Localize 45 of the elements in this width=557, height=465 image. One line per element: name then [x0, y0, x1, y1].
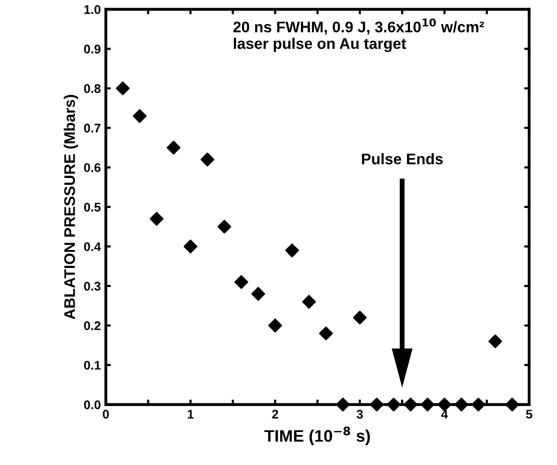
point: [386, 398, 401, 412]
point: [116, 81, 130, 96]
point: [268, 318, 282, 332]
y-tick-label: 0.5: [84, 202, 101, 212]
y-tick-label: 0.8: [84, 84, 101, 93]
point: [200, 152, 214, 166]
y-tick-label: 0.4: [84, 242, 101, 252]
text: 20 ns FWHM, 0.9 J, 3.6x10$^{10}$ w/cm² laser pulse on Au target: [233, 18, 484, 52]
x-tick-label: 3: [356, 410, 363, 419]
point: [505, 398, 520, 412]
point: [454, 398, 468, 412]
x-tick-label: 1: [188, 410, 194, 418]
point: [251, 286, 266, 301]
point: [217, 220, 232, 234]
point: [184, 240, 198, 254]
point: [404, 398, 418, 412]
point: [166, 140, 180, 155]
point: [285, 243, 299, 258]
y-tick-label: 1.0: [84, 5, 100, 14]
x-tick-label: 0: [102, 410, 109, 419]
point: [370, 398, 384, 412]
y-tick-label: 0.2: [84, 321, 100, 330]
point: [471, 398, 486, 412]
point: [132, 109, 147, 123]
y-tick-label: 0.0: [84, 400, 100, 410]
point: [150, 212, 164, 226]
y-tick-label: 0.3: [84, 282, 101, 291]
point: [420, 398, 434, 412]
x-tick-label: 4: [441, 410, 448, 418]
point: [352, 310, 367, 324]
point: [302, 294, 316, 309]
y-tick-label: 0.1: [84, 360, 101, 370]
y-tick-label: 0.6: [84, 163, 101, 172]
y-tick-label: 0.9: [84, 44, 101, 54]
point: [319, 326, 333, 340]
x-tick-label: 2: [272, 410, 278, 418]
y-tick-label: 0.7: [84, 124, 100, 133]
annotation: Pulse Ends: [362, 153, 443, 164]
point: [438, 398, 452, 412]
point: [234, 275, 248, 289]
point: [488, 334, 502, 348]
y-axis-title: ABLATION PRESSURE (Mbars): [64, 94, 78, 320]
x-tick-label: 5: [526, 410, 532, 419]
x-axis-title: TIME (10$^{−8}$ s): [264, 426, 370, 446]
point: [336, 398, 350, 412]
